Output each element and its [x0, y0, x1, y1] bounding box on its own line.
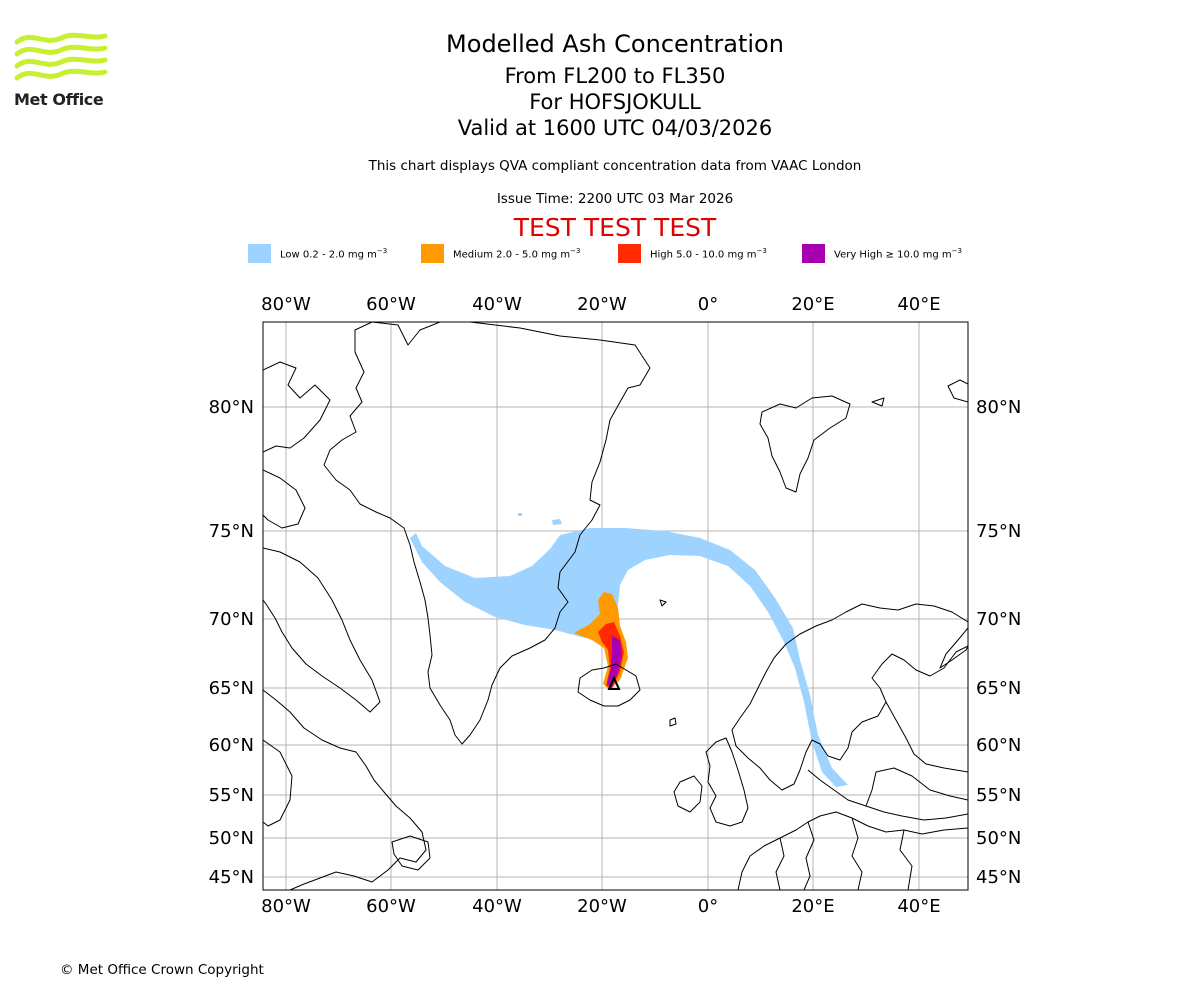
europe-border [851, 817, 863, 890]
logo-wave [14, 32, 108, 45]
lat-tick-left: 50°N [209, 828, 254, 849]
faroe-coast [669, 717, 677, 727]
flight-levels: From FL200 to FL350 [504, 64, 726, 88]
baffin-coast [263, 547, 381, 713]
axis-labels: 80°W 60°W 40°W 20°W 0° 20°E 40°E 80°W 60… [209, 294, 1022, 917]
lon-tick-bottom: 20°E [791, 896, 834, 917]
issue-time: Issue Time: 2200 UTC 03 Mar 2026 [496, 191, 734, 207]
logo-wordmark: Met Office [14, 90, 104, 109]
volcano-name: For HOFSJOKULL [529, 90, 701, 114]
lat-tick-left: 70°N [209, 609, 254, 630]
lon-tick-top: 80°W [261, 294, 311, 315]
lat-tick-right: 80°N [976, 397, 1021, 418]
lon-tick-bottom: 60°W [366, 896, 416, 917]
lon-tick-top: 20°E [791, 294, 834, 315]
logo-wave [14, 44, 108, 57]
lon-tick-bottom: 40°W [472, 896, 522, 917]
lat-tick-left: 75°N [209, 521, 254, 542]
lat-tick-right: 70°N [976, 609, 1021, 630]
legend-label-high: High 5.0 - 10.0 mg m [650, 249, 757, 261]
legend-label-very-high: Very High ≥ 10.0 mg m [834, 249, 952, 261]
lon-tick-bottom: 0° [698, 896, 718, 917]
svalbard-islet [871, 397, 885, 407]
labrador-coast [263, 689, 427, 890]
valid-time: Valid at 1600 UTC 04/03/2026 [457, 116, 773, 140]
lat-tick-left: 80°N [209, 397, 254, 418]
greenland-coast [323, 322, 651, 745]
legend-label-medium: Medium 2.0 - 5.0 mg m [453, 249, 571, 261]
lon-tick-top: 60°W [366, 294, 416, 315]
europe-border [775, 837, 785, 890]
legend-unit-medium: −3 [570, 247, 581, 255]
legend-unit-very-high: −3 [951, 247, 962, 255]
test-banner: TEST TEST TEST [513, 213, 717, 242]
ash-very-high [607, 636, 622, 688]
lat-tick-right: 50°N [976, 828, 1021, 849]
coastlines [263, 322, 968, 890]
lat-tick-left: 45°N [209, 867, 254, 888]
franz-josef-coast [947, 379, 968, 403]
ash-low-plume [410, 528, 848, 787]
lon-tick-bottom: 20°W [577, 896, 627, 917]
iceland-coast [577, 663, 641, 707]
logo-wave [14, 56, 108, 69]
ireland-coast [673, 775, 703, 813]
europe-border [803, 821, 815, 890]
lon-tick-bottom: 80°W [261, 896, 311, 917]
legend-swatch-high [618, 244, 641, 263]
great-britain-coast [705, 737, 749, 827]
copyright-notice: © Met Office Crown Copyright [60, 962, 264, 978]
europe-border [885, 701, 968, 773]
ash-low [410, 513, 848, 787]
lon-tick-top: 20°W [577, 294, 627, 315]
chart-description: This chart displays QVA compliant concen… [368, 158, 862, 174]
chart-title: Modelled Ash Concentration [446, 30, 784, 58]
legend-swatch-low [248, 244, 271, 263]
lat-tick-left: 55°N [209, 785, 254, 806]
ash-low-fleck [552, 519, 562, 525]
volcano-marker [607, 675, 621, 690]
newfoundland-coast [391, 835, 431, 871]
lat-tick-left: 65°N [209, 678, 254, 699]
scandinavia-coast [731, 603, 968, 791]
lon-tick-top: 40°W [472, 294, 522, 315]
logo-wave [14, 68, 108, 81]
met-office-logo: Met Office [14, 32, 108, 109]
lon-tick-bottom: 40°E [897, 896, 940, 917]
lat-tick-right: 45°N [976, 867, 1021, 888]
legend-unit-high: −3 [756, 247, 767, 255]
lat-tick-right: 60°N [976, 735, 1021, 756]
ash-very-high-region [607, 636, 622, 688]
lon-tick-top: 40°E [897, 294, 940, 315]
svalbard-coast [759, 395, 851, 493]
legend-unit-low: −3 [376, 247, 388, 255]
lat-tick-right: 75°N [976, 521, 1021, 542]
novaya-zemlya-coast [939, 627, 968, 669]
europe-coast [737, 811, 968, 890]
lat-tick-left: 60°N [209, 735, 254, 756]
europe-border [865, 767, 968, 807]
arctic-island-coast [263, 469, 306, 529]
lat-tick-right: 65°N [976, 678, 1021, 699]
legend-label-low: Low 0.2 - 2.0 mg m [280, 249, 377, 261]
jan-mayen-coast [659, 599, 667, 607]
lon-tick-top: 0° [698, 294, 718, 315]
ash-low-fleck [518, 513, 522, 516]
legend-swatch-medium [421, 244, 444, 263]
lat-tick-right: 55°N [976, 785, 1021, 806]
baltic-coast [807, 769, 968, 821]
map-frame [262, 321, 969, 891]
legend-swatch-very-high [802, 244, 825, 263]
europe-border [899, 829, 913, 890]
hudson-bay-coast [263, 739, 293, 827]
ellesmere-coast [263, 361, 331, 453]
